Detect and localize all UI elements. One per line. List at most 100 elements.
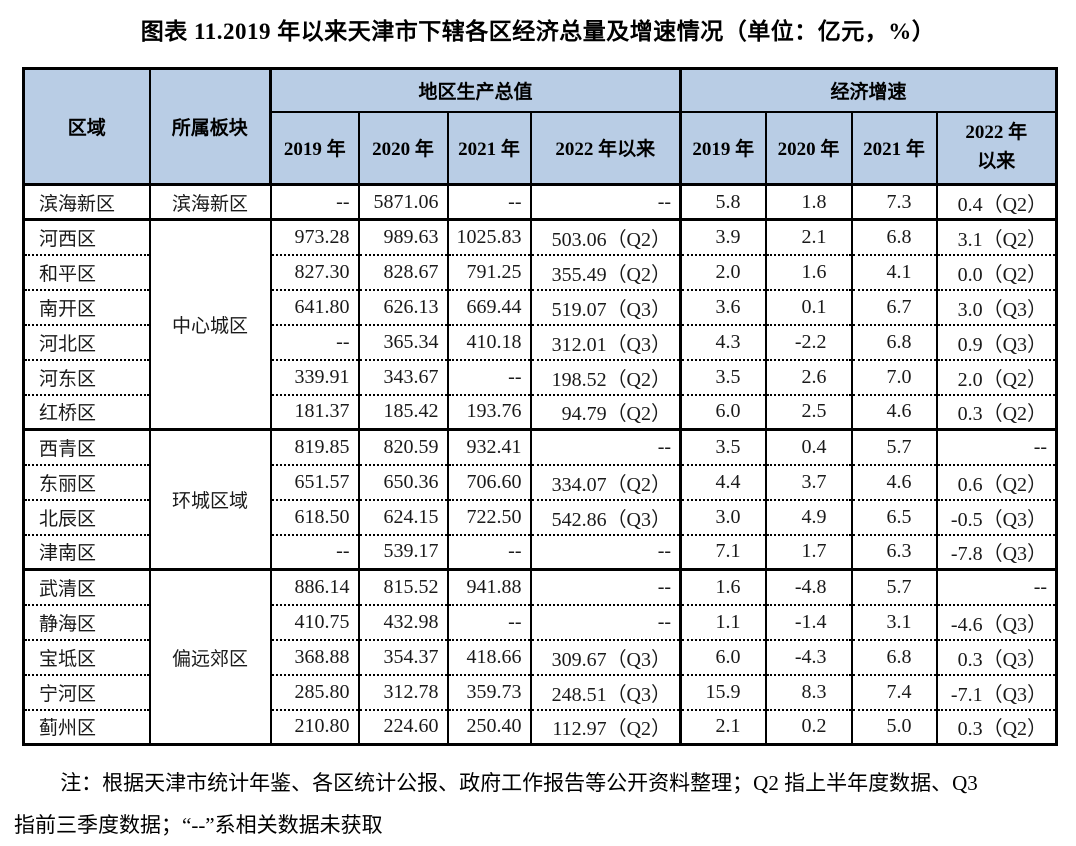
- table-row: 河西区 中心城区 973.28 989.63 1025.83 503.06（Q2） 3.9 2…: [22, 218, 1057, 430]
- table-row: 宝坻区 368.88 354.37 418.66 309.67（Q3） 6.0 -4.3 6.…: [22, 638, 1057, 675]
- gdp-value-cell: --: [446, 358, 531, 395]
- gdp-value-cell: 312.01（Q3）: [529, 323, 681, 360]
- gdp-value-cell: 193.76: [446, 393, 531, 430]
- footnote-line-1: 注：根据天津市统计年鉴、各区统计公报、政府工作报告等公开资料整理；Q2 指上半年…: [60, 771, 978, 795]
- gdp-value-cell: --: [529, 183, 681, 220]
- growth-value-cell: 3.1: [850, 603, 937, 640]
- growth-value-cell: 7.3: [850, 183, 937, 220]
- growth-value-cell: 6.5: [850, 498, 937, 535]
- growth-value-cell: 0.3（Q2）: [935, 393, 1057, 430]
- gdp-value-cell: --: [269, 533, 359, 570]
- growth-value-cell: 2.5: [764, 393, 852, 430]
- growth-value-cell: 6.0: [679, 393, 766, 430]
- footnote-line-2: 指前三季度数据；“--”系相关数据未获取: [14, 813, 383, 837]
- gdp-value-cell: 250.40: [446, 708, 531, 745]
- gdp-value-cell: 418.66: [446, 638, 531, 675]
- growth-value-cell: 1.1: [679, 603, 766, 640]
- gdp-value-cell: --: [446, 603, 531, 640]
- block-cell: 滨海新区: [148, 183, 271, 220]
- economy-table: 区域 所属板块 地区生产总值 经济增速 2019 年 2020 年 2021 年…: [22, 67, 1059, 746]
- gdp-value-cell: 210.80: [269, 708, 359, 745]
- header-growth-2022: 2022 年以来: [935, 111, 1057, 185]
- growth-value-cell: 2.1: [764, 218, 852, 255]
- growth-value-cell: 3.5: [679, 428, 766, 465]
- growth-value-cell: -0.5（Q3）: [935, 498, 1057, 535]
- growth-value-cell: 0.0（Q2）: [935, 253, 1057, 290]
- header-growth-2021: 2021 年: [850, 111, 937, 185]
- growth-value-cell: 0.6（Q2）: [935, 463, 1057, 500]
- growth-value-cell: 4.1: [850, 253, 937, 290]
- growth-value-cell: 1.7: [764, 533, 852, 570]
- gdp-value-cell: 198.52（Q2）: [529, 358, 681, 395]
- gdp-value-cell: --: [529, 603, 681, 640]
- growth-value-cell: 6.3: [850, 533, 937, 570]
- gdp-value-cell: 410.18: [446, 323, 531, 360]
- gdp-value-cell: 828.67: [357, 253, 448, 290]
- region-cell: 红桥区: [22, 393, 150, 430]
- gdp-value-cell: 365.34: [357, 323, 448, 360]
- gdp-value-cell: --: [446, 533, 531, 570]
- growth-value-cell: 7.0: [850, 358, 937, 395]
- header-gdp-2020: 2020 年: [357, 111, 448, 185]
- header-group-row: 区域 所属板块 地区生产总值 经济增速: [22, 68, 1057, 186]
- growth-value-cell: 4.3: [679, 323, 766, 360]
- region-cell: 东丽区: [22, 463, 150, 500]
- header-year-row: 2019 年 2020 年 2021 年 2022 年以来 2019 年 202…: [24, 111, 1057, 185]
- region-cell: 河北区: [22, 323, 150, 360]
- growth-value-cell: 4.9: [764, 498, 852, 535]
- growth-value-cell: -7.8（Q3）: [935, 533, 1057, 570]
- growth-value-cell: 4.6: [850, 393, 937, 430]
- gdp-value-cell: 669.44: [446, 288, 531, 325]
- gdp-value-cell: 224.60: [357, 708, 448, 745]
- gdp-value-cell: 722.50: [446, 498, 531, 535]
- gdp-value-cell: 973.28: [269, 218, 359, 255]
- gdp-value-cell: --: [529, 533, 681, 570]
- gdp-value-cell: --: [269, 183, 359, 220]
- growth-value-cell: 0.3（Q3）: [935, 638, 1057, 675]
- growth-value-cell: 1.6: [679, 568, 766, 605]
- block-cell: 偏远郊区: [148, 568, 271, 745]
- gdp-value-cell: 334.07（Q2）: [529, 463, 681, 500]
- gdp-value-cell: 359.73: [446, 673, 531, 710]
- gdp-value-cell: 432.98: [357, 603, 448, 640]
- table-row: 和平区 827.30 828.67 791.25 355.49（Q2） 2.0 1.6 4.1…: [22, 253, 1057, 290]
- gdp-value-cell: 989.63: [357, 218, 448, 255]
- growth-value-cell: 3.5: [679, 358, 766, 395]
- gdp-value-cell: 641.80: [269, 288, 359, 325]
- table-row: 蓟州区 210.80 224.60 250.40 112.97（Q2） 2.1 0.2 5.0…: [22, 708, 1057, 745]
- gdp-value-cell: 368.88: [269, 638, 359, 675]
- growth-value-cell: -1.4: [764, 603, 852, 640]
- region-cell: 河西区: [22, 218, 150, 255]
- page-title: 图表 11.2019 年以来天津市下辖各区经济总量及增速情况（单位：亿元，%）: [140, 19, 936, 44]
- growth-value-cell: 4.4: [679, 463, 766, 500]
- growth-value-cell: 0.9（Q3）: [935, 323, 1057, 360]
- growth-value-cell: 3.7: [764, 463, 852, 500]
- gdp-value-cell: 542.86（Q3）: [529, 498, 681, 535]
- gdp-value-cell: 248.51（Q3）: [529, 673, 681, 710]
- growth-value-cell: 4.6: [850, 463, 937, 500]
- gdp-value-cell: 624.15: [357, 498, 448, 535]
- region-cell: 滨海新区: [22, 183, 150, 220]
- table-row: 南开区 641.80 626.13 669.44 519.07（Q3） 3.6 0.1 6.7…: [22, 288, 1057, 325]
- header-growth-2020: 2020 年: [764, 111, 852, 185]
- block-cell: 环城区域: [148, 428, 271, 570]
- growth-value-cell: 6.7: [850, 288, 937, 325]
- table-row: 西青区 环城区域 819.85 820.59 932.41 -- 3.5 0.4 5.7 --: [22, 428, 1057, 570]
- footnote: 注：根据天津市统计年鉴、各区统计公报、政府工作报告等公开资料整理；Q2 指上半年…: [14, 762, 1062, 846]
- gdp-value-cell: 309.67（Q3）: [529, 638, 681, 675]
- gdp-value-cell: --: [529, 428, 681, 465]
- header-growth-2019: 2019 年: [679, 111, 766, 185]
- growth-value-cell: 2.1: [679, 708, 766, 745]
- gdp-value-cell: 343.67: [357, 358, 448, 395]
- region-cell: 南开区: [22, 288, 150, 325]
- header-gdp-group: 地区生产总值: [268, 68, 681, 113]
- gdp-value-cell: 410.75: [269, 603, 359, 640]
- growth-value-cell: 0.3（Q2）: [935, 708, 1057, 745]
- region-cell: 津南区: [22, 533, 150, 570]
- growth-value-cell: 3.6: [679, 288, 766, 325]
- gdp-value-cell: 354.37: [357, 638, 448, 675]
- gdp-value-cell: 827.30: [269, 253, 359, 290]
- gdp-value-cell: --: [446, 183, 531, 220]
- gdp-value-cell: 519.07（Q3）: [529, 288, 681, 325]
- block-cell: 中心城区: [148, 218, 271, 430]
